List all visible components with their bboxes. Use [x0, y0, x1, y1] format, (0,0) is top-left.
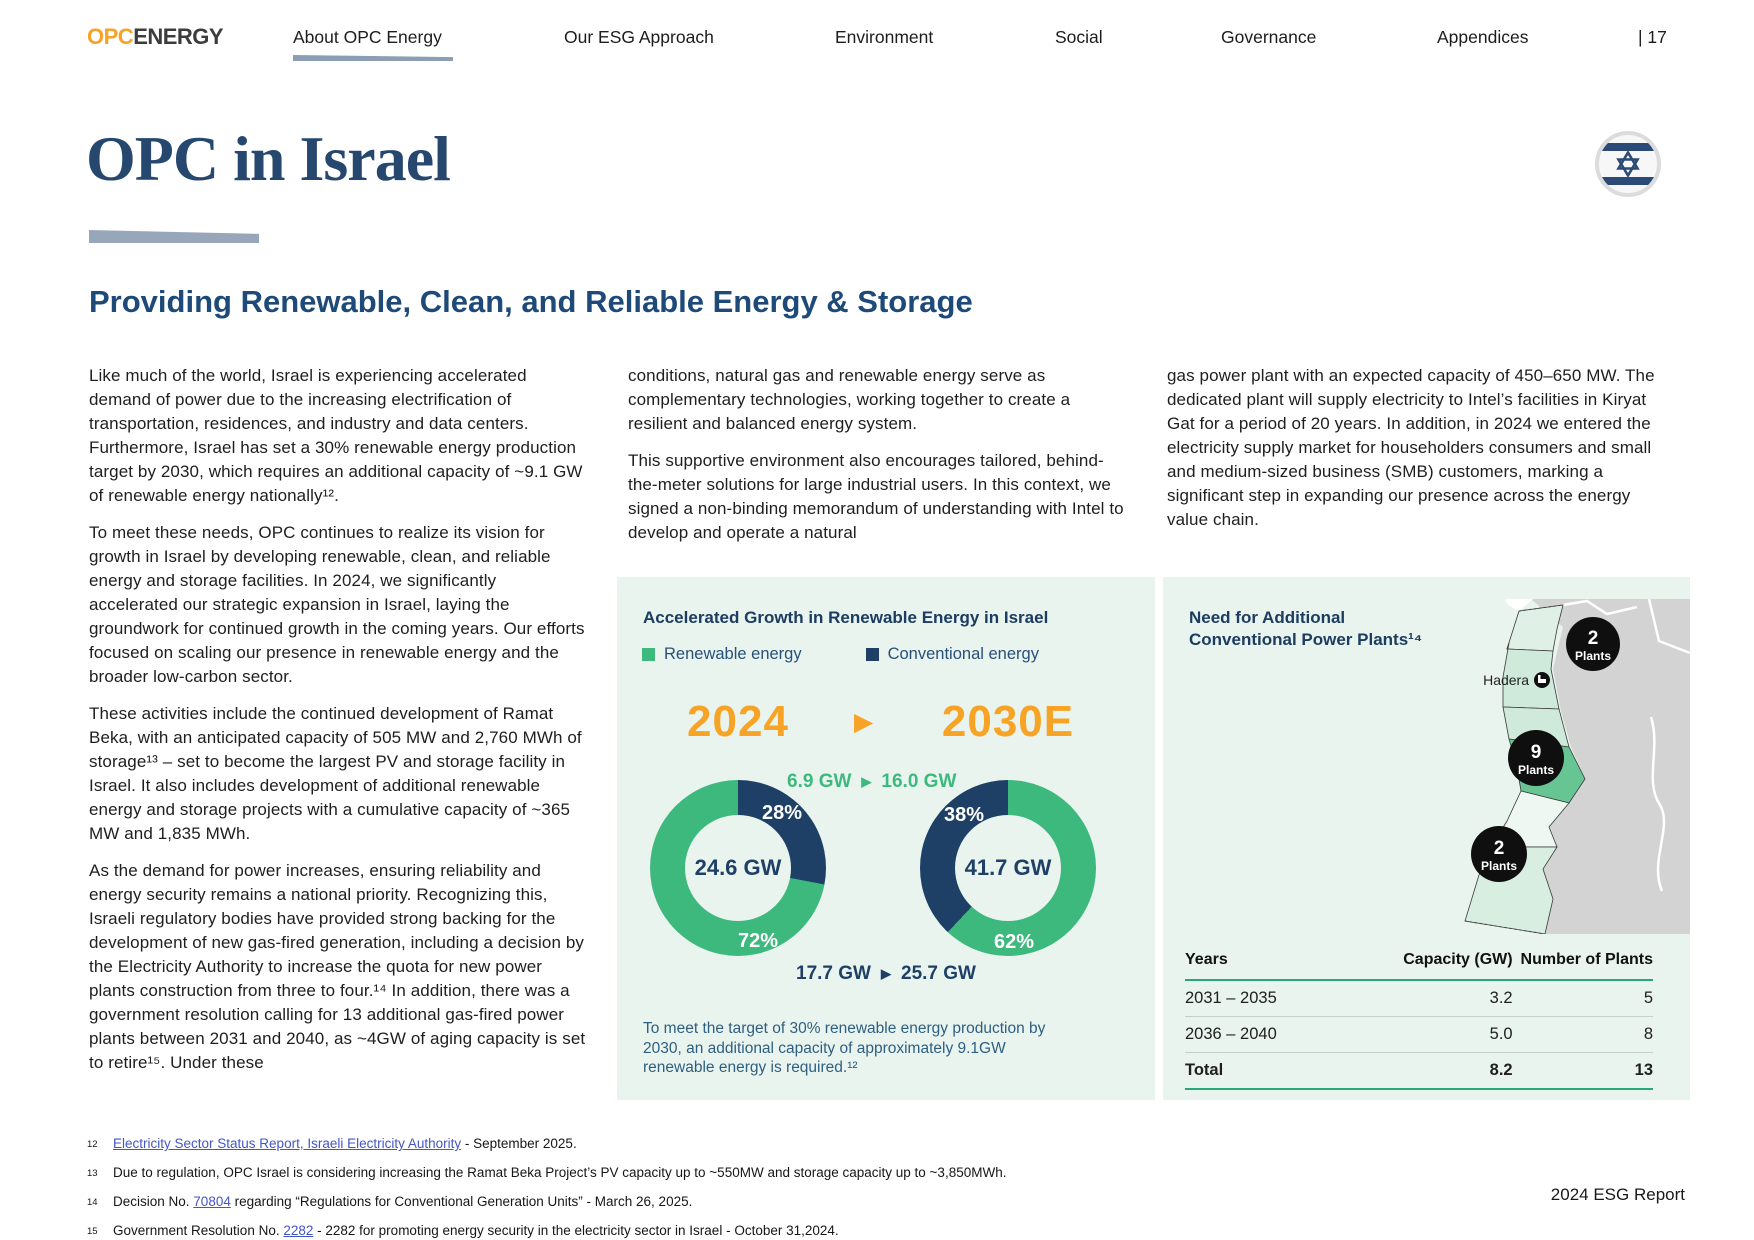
- legend-label: Conventional energy: [887, 645, 1039, 663]
- col-header-capacity: Capacity (GW): [1372, 945, 1513, 981]
- legend-label: Renewable energy: [664, 645, 802, 663]
- brand-energy: ENERGY: [133, 24, 224, 49]
- arrow-right-icon: ▶: [861, 774, 872, 789]
- svg-text:9: 9: [1531, 742, 1542, 763]
- israel-map: Hadera 2 Plants 9 Plants 2 Plants: [1464, 599, 1690, 934]
- nav-item-environment[interactable]: Environment: [835, 27, 934, 47]
- map-panel-title: Need for Additional Conventional Power P…: [1189, 608, 1423, 649]
- chart-legend: Renewable energy Conventional energy: [642, 645, 1039, 664]
- paragraph: This supportive environment also encoura…: [628, 451, 1124, 542]
- map-badge-center: 9 Plants: [1508, 730, 1564, 786]
- plants-table: Years Capacity (GW) Number of Plants 203…: [1185, 945, 1653, 1090]
- donut-total-label: 41.7 GW: [964, 855, 1052, 880]
- hadera-plant-icon: [1534, 672, 1550, 688]
- table-row: 2036 – 2040 5.0 8: [1185, 1016, 1653, 1053]
- renewable-gw-row: 6.9 GW ▶ 16.0 GW: [787, 771, 956, 793]
- title-accent-bar: [89, 230, 259, 243]
- body-column-2: conditions, natural gas and renewable en…: [628, 364, 1128, 558]
- paragraph: Like much of the world, Israel is experi…: [89, 366, 583, 505]
- table-total-row: Total 8.2 13: [1185, 1052, 1653, 1090]
- table-row: 2031 – 2035 3.2 5: [1185, 980, 1653, 1017]
- footnote-12: 12 Electricity Sector Status Report, Isr…: [87, 1136, 577, 1151]
- brand-opc: OPC: [87, 24, 134, 49]
- report-footer: 2024 ESG Report: [1550, 1185, 1685, 1204]
- map-landmass: [1531, 599, 1690, 934]
- renewable-gw-2030: 16.0 GW: [881, 771, 957, 792]
- renewable-swatch-icon: [642, 648, 655, 661]
- paragraph: These activities include the continued d…: [89, 704, 582, 843]
- body-column-3: gas power plant with an expected capacit…: [1167, 364, 1667, 545]
- active-nav-underline: [293, 55, 453, 61]
- nav-item-our-esg-approach[interactable]: Our ESG Approach: [564, 27, 714, 47]
- page-number: | 17: [1638, 27, 1667, 47]
- legend-item-conventional: Conventional energy: [865, 645, 1039, 664]
- map-badge-south: 2 Plants: [1471, 826, 1527, 882]
- svg-text:2: 2: [1494, 838, 1505, 859]
- col-header-plants: Number of Plants: [1512, 945, 1653, 981]
- conventional-gw-row: 17.7 GW ▶ 25.7 GW: [617, 963, 1155, 985]
- footnote-13: 13 Due to regulation, OPC Israel is cons…: [87, 1165, 1007, 1180]
- footnote-link[interactable]: 2282: [283, 1223, 314, 1238]
- nav-item-social[interactable]: Social: [1055, 27, 1103, 47]
- legend-item-renewable: Renewable energy: [642, 645, 802, 664]
- renewable-gw-2024: 6.9 GW: [787, 771, 852, 792]
- conventional-swatch-icon: [865, 648, 879, 661]
- paragraph: conditions, natural gas and renewable en…: [628, 366, 1071, 433]
- nav-item-about-opc-energy[interactable]: About OPC Energy: [293, 27, 442, 47]
- footnote-link[interactable]: 70804: [193, 1194, 231, 1209]
- renewable-growth-chart-panel: Accelerated Growth in Renewable Energy i…: [617, 577, 1155, 1100]
- year-2024-label: 2024: [687, 697, 789, 746]
- footnote-15: 15 Government Resolution No. 2282 - 2282…: [87, 1223, 839, 1238]
- chart-title: Accelerated Growth in Renewable Energy i…: [643, 608, 1049, 627]
- donut-segment-label: 62%: [994, 931, 1035, 953]
- section-subtitle: Providing Renewable, Clean, and Reliable…: [89, 284, 973, 319]
- svg-text:Plants: Plants: [1518, 763, 1554, 777]
- arrow-right-icon: ▶: [854, 708, 874, 736]
- svg-text:Plants: Plants: [1575, 649, 1611, 663]
- footnote-14: 14 Decision No. 70804 regarding “Regulat…: [87, 1194, 693, 1209]
- nav-item-governance[interactable]: Governance: [1221, 27, 1317, 47]
- year-2030e-label: 2030E: [941, 697, 1075, 746]
- paragraph: gas power plant with an expected capacit…: [1167, 366, 1655, 529]
- body-column-1: Like much of the world, Israel is experi…: [89, 364, 589, 1088]
- hadera-label: Hadera: [1483, 672, 1529, 688]
- footnote-link[interactable]: Electricity Sector Status Report, Israel…: [113, 1136, 462, 1151]
- col-header-years: Years: [1185, 945, 1373, 981]
- nav-item-appendices[interactable]: Appendices: [1437, 27, 1529, 47]
- chart-note: To meet the target of 30% renewable ener…: [643, 1020, 1046, 1076]
- donut-chart-2024: 28% 72% 24.6 GW: [650, 780, 826, 956]
- brand-logo: OPCENERGY: [87, 24, 224, 50]
- israel-flag-icon: [1595, 131, 1661, 197]
- donut-segment-label: 72%: [738, 930, 779, 952]
- paragraph: As the demand for power increases, ensur…: [89, 861, 586, 1072]
- paragraph: To meet these needs, OPC continues to re…: [89, 523, 585, 686]
- conventional-gw-2030: 25.7 GW: [901, 963, 976, 984]
- footnotes: 12 Electricity Sector Status Report, Isr…: [87, 1136, 1006, 1240]
- donut-segment-label: 28%: [762, 802, 803, 824]
- svg-text:2: 2: [1588, 628, 1599, 649]
- donut-chart-2030e: 38% 62% 41.7 GW: [920, 780, 1096, 956]
- svg-text:Plants: Plants: [1481, 859, 1517, 873]
- conventional-plants-panel: Need for Additional Conventional Power P…: [1163, 577, 1690, 1100]
- arrow-right-icon: ▶: [881, 966, 891, 981]
- page-title: OPC in Israel: [86, 123, 451, 194]
- map-badge-north: 2 Plants: [1566, 617, 1620, 671]
- table-header-row: Years Capacity (GW) Number of Plants: [1185, 945, 1653, 981]
- conventional-gw-2024: 17.7 GW: [796, 963, 871, 984]
- donut-segment-label: 38%: [944, 804, 985, 826]
- donut-total-label: 24.6 GW: [694, 855, 782, 880]
